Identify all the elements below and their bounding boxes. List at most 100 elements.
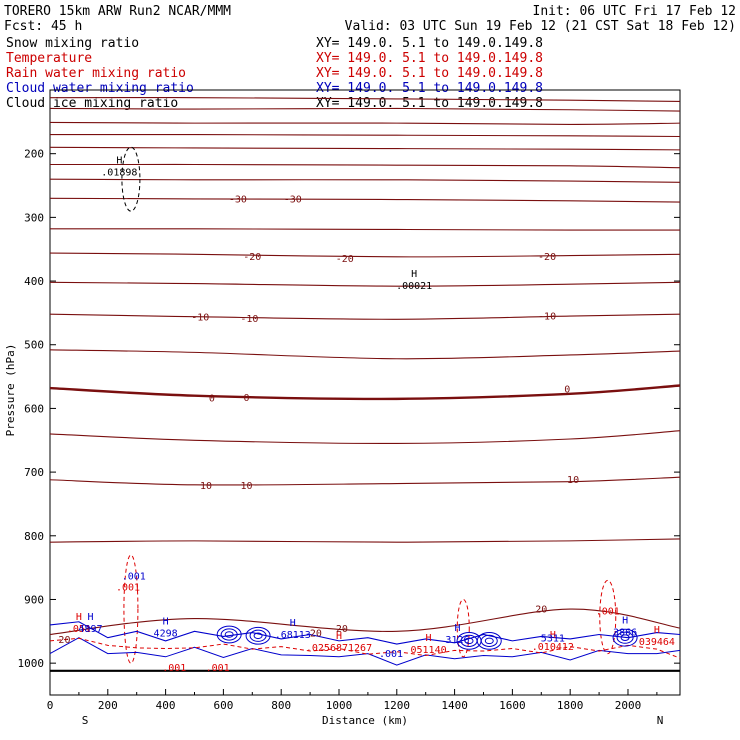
header-model: TORERO 15km ARW Run2 NCAR/MMM bbox=[4, 4, 231, 19]
plot-frame bbox=[49, 89, 681, 696]
y-tick-label: 500 bbox=[24, 339, 44, 352]
contour-level-label: -20 bbox=[538, 252, 556, 263]
endpoint-north: N bbox=[657, 714, 664, 727]
temperature-contour-line bbox=[49, 252, 681, 258]
contour-labels: -30 -30 -20 -20 -20 -10 -10 -10 0 0 0 10 10 10 20 20 20 2… bbox=[58, 156, 675, 674]
cloud-water-ring bbox=[612, 628, 638, 647]
contour-level-label: 10 bbox=[240, 481, 252, 492]
legend-name-cloud-water: Cloud water mixing ratio bbox=[6, 81, 194, 96]
cloud-water-ring bbox=[253, 632, 263, 640]
cloud-water-ring bbox=[220, 628, 238, 641]
x-tick-label: 0 bbox=[47, 699, 54, 712]
temperature-contour-line bbox=[49, 608, 681, 636]
legend-name-cloud-ice: Cloud ice mixing ratio bbox=[6, 96, 178, 111]
extremum-value-label: .051 bbox=[67, 624, 91, 635]
extremum-value-label: .001 bbox=[116, 583, 140, 594]
contour-level-label: -30 bbox=[229, 194, 247, 205]
legend: Snow mixing ratio XY= 149.0. 5.1 to 149.… bbox=[6, 36, 543, 111]
cloud-water-ring bbox=[464, 637, 474, 645]
contour-level-label: 10 bbox=[200, 481, 212, 492]
extremum-value-label: .001 bbox=[122, 571, 146, 582]
legend-xy-rain: XY= 149.0. 5.1 to 149.0.149.8 bbox=[316, 66, 543, 81]
y-tick-label: 300 bbox=[24, 211, 44, 224]
header-valid: Valid: 03 UTC Sun 19 Feb 12 (21 CST Sat … bbox=[345, 19, 736, 34]
legend-name-temperature: Temperature bbox=[6, 51, 92, 66]
contour-level-label: -10 bbox=[538, 311, 556, 322]
temperature-contour-line bbox=[49, 349, 681, 360]
rain-contour bbox=[599, 579, 617, 655]
cloud-water-ring bbox=[224, 631, 234, 638]
extremum-value-label: 3126 bbox=[445, 635, 469, 646]
x-tick-label: 1200 bbox=[384, 699, 411, 712]
temperature-contour-line bbox=[49, 163, 681, 169]
temperature-contour-line bbox=[49, 476, 681, 486]
extremum-marker: H bbox=[116, 156, 122, 167]
endpoint-south: S bbox=[82, 714, 89, 727]
cloud-water-ring bbox=[245, 626, 271, 645]
x-tick-label: 1000 bbox=[326, 699, 353, 712]
legend-xy-cloud-water: XY= 149.0. 5.1 to 149.0.149.8 bbox=[316, 81, 543, 96]
x-tick-label: 2000 bbox=[615, 699, 642, 712]
extremum-value-label: .0256871267 bbox=[306, 643, 372, 654]
cloud-water-contour bbox=[49, 621, 681, 645]
y-tick-label: 700 bbox=[24, 466, 44, 479]
cloud-water-ring bbox=[216, 625, 242, 644]
temperature-contour-line bbox=[49, 281, 681, 287]
temperature-contour-line bbox=[49, 197, 681, 203]
temperature-contour-line bbox=[49, 384, 681, 401]
x-axis-ticks: 0 200 400 600 800 1000 1200 1400 1600 1800 2000 bbox=[47, 689, 658, 712]
temperature-contour-line bbox=[49, 538, 681, 543]
extremum-marker: H bbox=[411, 269, 417, 280]
x-tick-label: 800 bbox=[271, 699, 291, 712]
extremum-marker: H bbox=[426, 633, 432, 644]
y-tick-label: 400 bbox=[24, 275, 44, 288]
extremum-marker: H bbox=[336, 631, 342, 642]
rain-band-contour bbox=[49, 637, 681, 659]
extremum-value-label: 039464 bbox=[639, 637, 675, 648]
x-tick-label: 600 bbox=[213, 699, 233, 712]
cloud-water-ring bbox=[480, 634, 498, 647]
legend-xy-temperature: XY= 149.0. 5.1 to 149.0.149.8 bbox=[316, 51, 543, 66]
x-tick-label: 1800 bbox=[557, 699, 584, 712]
cloud-water-ring bbox=[249, 629, 267, 642]
y-tick-label: 800 bbox=[24, 530, 44, 543]
temperature-contour-line bbox=[49, 178, 681, 183]
contour-level-label: -30 bbox=[284, 194, 302, 205]
contour-level-label: 0 bbox=[243, 393, 249, 404]
cloud-water-ring bbox=[616, 631, 634, 644]
contour-level-label: 0 bbox=[564, 385, 570, 396]
contour-level-label: 20 bbox=[336, 624, 348, 635]
extremum-value-label: 051140 bbox=[411, 645, 447, 656]
extremum-marker: H bbox=[163, 617, 169, 628]
contour-level-label: 20 bbox=[310, 629, 322, 640]
header-init: Init: 06 UTC Fri 17 Feb 12 bbox=[533, 4, 737, 19]
extremum-value-label: .001 bbox=[206, 663, 230, 674]
contour-level-label: 0 bbox=[209, 394, 215, 405]
extremum-value-label: .001 bbox=[379, 649, 403, 660]
extremum-marker: H bbox=[454, 623, 460, 634]
x-tick-label: 1600 bbox=[499, 699, 526, 712]
extremum-value-label: 5311 bbox=[541, 634, 565, 645]
temperature-contour-line bbox=[49, 313, 681, 320]
cloud-water-ring bbox=[484, 637, 494, 645]
legend-name-rain: Rain water mixing ratio bbox=[6, 66, 186, 81]
temperature-contour-line bbox=[49, 96, 681, 103]
y-axis-label: Pressure (hPa) bbox=[4, 344, 17, 437]
extremum-marker: H bbox=[622, 615, 628, 626]
rain-contour bbox=[123, 554, 139, 664]
extremum-marker: H bbox=[290, 618, 296, 629]
contour-level-label: 20 bbox=[58, 635, 70, 646]
snow-contour bbox=[121, 146, 141, 212]
extremum-value-label: .010412 bbox=[532, 642, 574, 653]
contour-level-label: 20 bbox=[535, 604, 547, 615]
extremum-value-label: .68113 bbox=[275, 630, 311, 641]
extremum-marker: H bbox=[654, 625, 660, 636]
temperature-contour-line bbox=[49, 107, 681, 112]
cloud-water-ring bbox=[620, 634, 630, 641]
x-tick-label: 200 bbox=[98, 699, 118, 712]
extremum-value-label: 4897 bbox=[78, 624, 102, 635]
x-axis-label: Distance (km) bbox=[322, 714, 408, 727]
moisture-contours bbox=[49, 146, 681, 672]
